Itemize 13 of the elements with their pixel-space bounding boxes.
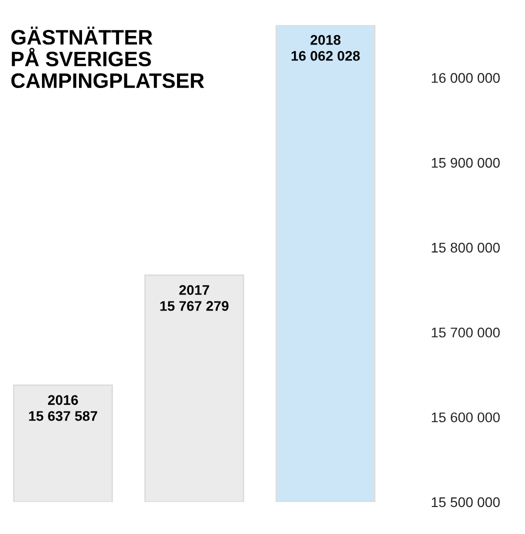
y-tick-label: 15 500 000 [432, 497, 500, 508]
x-tick-label: 2016 [48, 395, 78, 405]
data-label: 15 767 279 [160, 301, 228, 311]
y-tick-label: 15 800 000 [432, 242, 500, 253]
y-tick-label: 15 700 000 [432, 328, 500, 338]
text: GÄSTNÄTTER PÅ SVERIGES CAMPINGPLATSER [11, 26, 204, 88]
x-tick-label: 2018 [310, 35, 341, 45]
data-label: 16 062 028 [292, 50, 360, 61]
y-tick-label: 16 000 000 [432, 73, 500, 83]
x-tick-label: 2017 [179, 285, 210, 295]
y-tick-label: 15 600 000 [432, 412, 500, 422]
y-tick-label: 15 900 000 [432, 158, 500, 168]
data-label: 15 637 587 [29, 411, 98, 421]
